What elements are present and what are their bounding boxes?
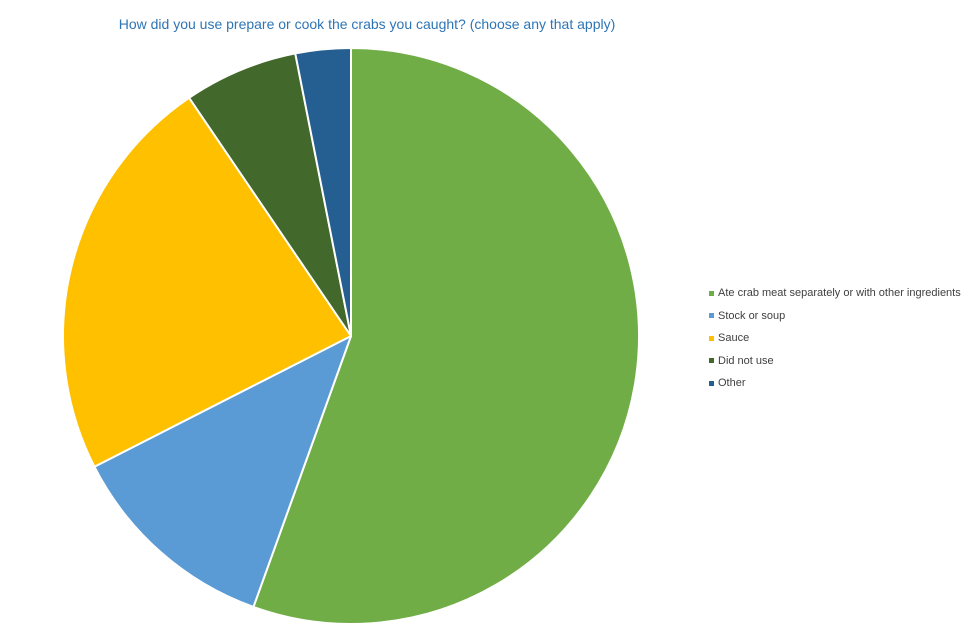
pie-slice-0 [252, 47, 640, 625]
legend-item-4: Other [709, 372, 961, 395]
legend-swatch [709, 335, 714, 341]
legend-item-1: Stock or soup [709, 305, 961, 328]
pie-slice-1 [93, 335, 352, 608]
pie-slice-3 [188, 52, 352, 337]
pie-slice-2 [62, 96, 352, 468]
legend-label: Ate crab meat separately or with other i… [718, 287, 961, 300]
legend-swatch [709, 313, 714, 319]
legend-item-2: Sauce [709, 327, 961, 350]
legend-label: Other [718, 377, 746, 390]
legend-label: Sauce [718, 332, 750, 345]
legend-item-0: Ate crab meat separately or with other i… [709, 282, 961, 305]
legend-swatch [709, 380, 714, 386]
chart-legend: Ate crab meat separately or with other i… [709, 282, 961, 395]
legend-item-3: Did not use [709, 350, 961, 373]
legend-label: Stock or soup [718, 309, 786, 322]
legend-swatch [709, 290, 714, 296]
legend-label: Did not use [718, 354, 774, 367]
pie-slice-4 [294, 47, 352, 337]
legend-swatch [709, 358, 714, 364]
chart-title: How did you use prepare or cook the crab… [118, 16, 616, 32]
